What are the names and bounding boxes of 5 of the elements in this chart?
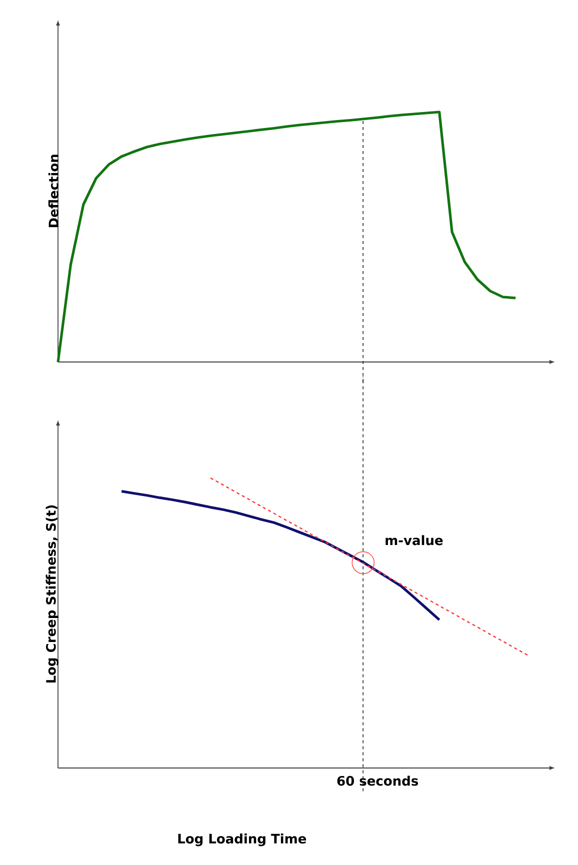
x-axis-title: Log Loading Time (178, 834, 306, 846)
y-axis-title: Deflection (48, 154, 58, 228)
annotation: m-value (386, 535, 443, 546)
text: 60 seconds (337, 776, 418, 786)
y-axis-title: Log Creep Stiffness, S(t) (46, 505, 58, 683)
